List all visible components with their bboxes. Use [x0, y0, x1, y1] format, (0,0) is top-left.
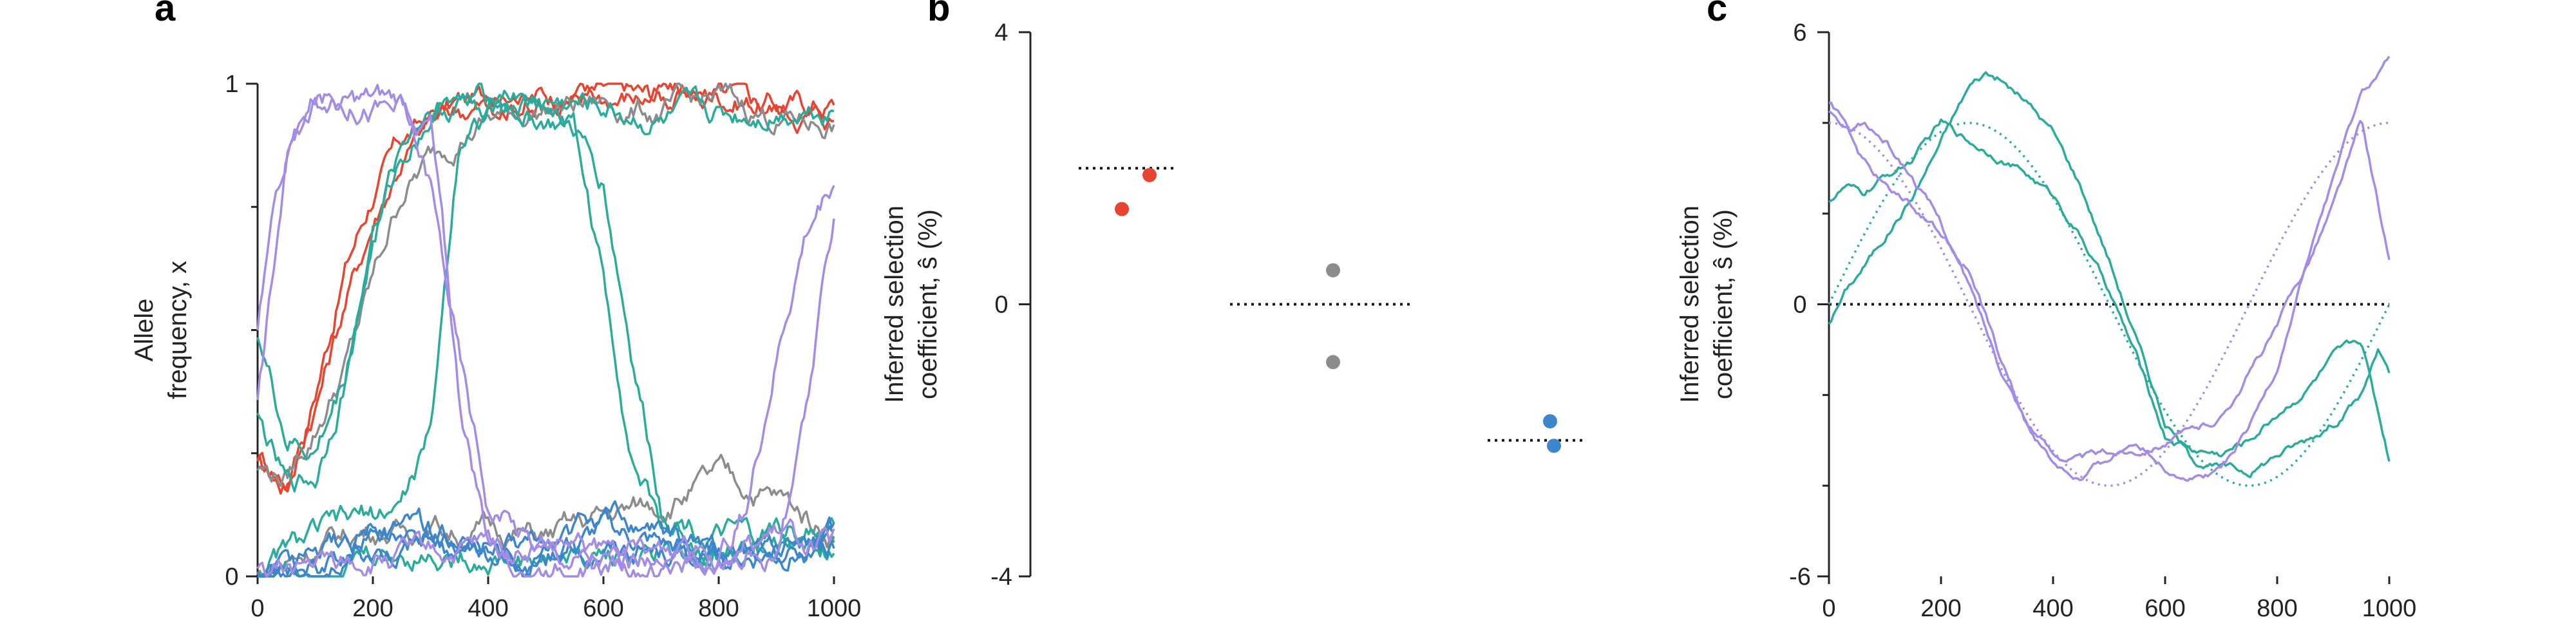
y-tick-label-a: 0 — [225, 564, 238, 591]
inferred-line-purple — [1829, 55, 2391, 482]
x-tick-label-c: 400 — [2032, 595, 2073, 622]
x-tick-label-a: 400 — [468, 595, 508, 622]
y-tick-label-b: 4 — [994, 19, 1008, 46]
x-tick-label-c: 800 — [2257, 595, 2297, 622]
y-axis-label-c: Inferred selection coefficient, ŝ (%) — [1676, 205, 1738, 403]
y-axis-label-line2: coefficient, ŝ (%) — [1709, 209, 1738, 399]
inferred-line-teal — [1828, 118, 2391, 462]
point-blue — [1543, 414, 1557, 429]
inferred-line-teal — [1828, 71, 2391, 478]
point-gray — [1326, 355, 1340, 370]
y-axis-label-a: Allele frequency, x — [130, 261, 192, 399]
panel-b: b -4 0 4 Inferred selection coefficient, ŝ (%… — [880, 0, 1584, 591]
x-tick-label-c: 200 — [1920, 595, 1961, 622]
true-curve-purple — [1828, 122, 2390, 487]
x-tick-label-c: 0 — [1822, 595, 1835, 622]
y-axis-label-line1: Allele — [130, 299, 158, 362]
series-line-teal — [256, 93, 835, 561]
x-tick-label-a: 0 — [251, 595, 264, 622]
x-tick-label-a: 200 — [352, 595, 393, 622]
panel-a: a 0 1 0 200 400 600 800 1000 Allele frequency, x — [130, 0, 861, 622]
y-tick-label-a: 1 — [225, 71, 238, 98]
point-gray — [1326, 263, 1340, 278]
y-axis-label-b: Inferred selection coefficient, ŝ (%) — [880, 205, 942, 403]
y-axis-label-line2: coefficient, ŝ (%) — [914, 209, 942, 399]
series-line-gray — [256, 82, 835, 487]
x-tick-label-a: 800 — [698, 595, 739, 622]
series-line-teal — [256, 82, 835, 493]
y-tick-label-b: 0 — [994, 292, 1008, 319]
panel-c: c -6 0 6 0 200 400 600 800 1000 Inferred selection… — [1676, 0, 2416, 622]
panel-letter-c: c — [1707, 0, 1727, 29]
x-tick-label-a: 600 — [583, 595, 623, 622]
y-axis-label-line1: Inferred selection — [880, 205, 909, 403]
y-tick-label-b: -4 — [990, 564, 1012, 591]
true-curve-teal — [1828, 122, 2391, 487]
y-axis-label-line1: Inferred selection — [1676, 205, 1704, 403]
series-line-red — [256, 82, 835, 491]
x-tick-label-a: 1000 — [807, 595, 862, 622]
x-tick-label-c: 1000 — [2362, 595, 2417, 622]
series-line-purple — [256, 93, 835, 578]
y-tick-label-c: 0 — [1793, 292, 1806, 319]
y-tick-label-c: -6 — [1789, 564, 1811, 591]
inferred-line-purple — [1828, 110, 2391, 463]
series-line-gray — [256, 453, 835, 578]
point-blue — [1547, 439, 1561, 453]
x-tick-label-c: 600 — [2145, 595, 2185, 622]
point-red — [1142, 167, 1157, 182]
series-line-purple — [256, 518, 835, 578]
y-tick-label-c: 6 — [1793, 19, 1806, 46]
series-line-purple — [256, 84, 835, 578]
y-axis-label-line2: frequency, x — [164, 261, 192, 399]
panel-letter-b: b — [927, 0, 950, 29]
panel-letter-a: a — [155, 0, 176, 29]
point-red — [1115, 202, 1129, 216]
series-line-red — [256, 82, 835, 495]
